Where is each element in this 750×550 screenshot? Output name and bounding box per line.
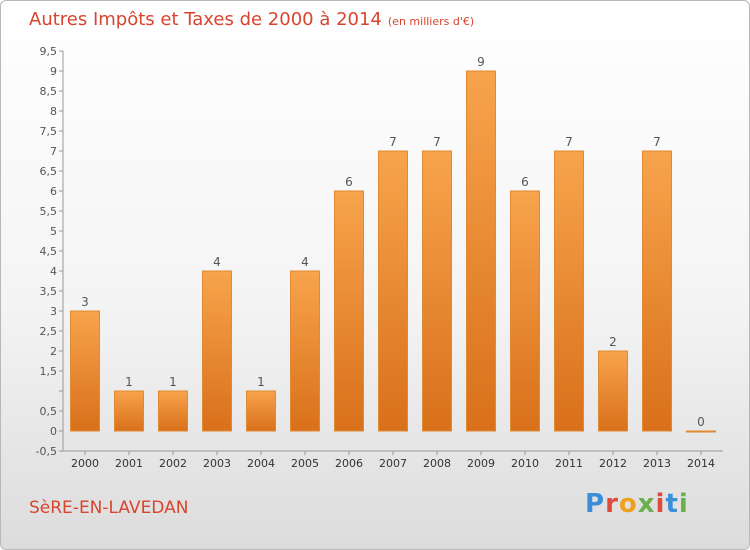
x-tick-label: 2004 bbox=[247, 457, 275, 470]
chart-axes: -0,5 0 0,5 1,5 2 2,5 3 3,5 4 4,5 5 5,5 6 6,5 7 7,5 8 8,5 9… bbox=[36, 45, 723, 470]
y-tick-label: 1,5 bbox=[40, 365, 58, 378]
y-tick-label: 8 bbox=[50, 105, 57, 118]
data-label: 7 bbox=[433, 135, 441, 149]
bar bbox=[422, 150, 452, 432]
commune-name: SèRE-EN-LAVEDAN bbox=[29, 498, 189, 518]
logo-letter: i bbox=[655, 489, 666, 519]
title-unit: (en milliers d'€) bbox=[387, 15, 475, 28]
chart-bars bbox=[70, 70, 716, 433]
bar bbox=[642, 150, 672, 432]
data-label: 7 bbox=[389, 135, 397, 149]
data-label: 6 bbox=[521, 175, 529, 189]
y-tick-label: 5,5 bbox=[40, 205, 58, 218]
x-tick-label: 2009 bbox=[467, 457, 495, 470]
x-tick-label: 2000 bbox=[71, 457, 99, 470]
x-tick-label: 2012 bbox=[599, 457, 627, 470]
bar bbox=[686, 430, 716, 433]
y-tick-label: 9,5 bbox=[40, 45, 58, 58]
bar bbox=[510, 190, 540, 432]
bar bbox=[334, 190, 364, 432]
logo-letter: o bbox=[618, 489, 638, 519]
x-tick-label: 2014 bbox=[687, 457, 715, 470]
y-tick-label: 4,5 bbox=[40, 245, 58, 258]
y-tick-label: -0,5 bbox=[36, 445, 57, 458]
title-text: Autres Impôts et Taxes de 2000 à 2014 bbox=[29, 9, 382, 30]
x-tick-label: 2001 bbox=[115, 457, 143, 470]
x-tick-label: 2010 bbox=[511, 457, 539, 470]
logo-letter: t bbox=[665, 489, 679, 519]
y-tick-label: 8,5 bbox=[40, 85, 58, 98]
y-tick-label: 6 bbox=[50, 185, 57, 198]
logo-letter: P bbox=[585, 489, 606, 519]
bar bbox=[598, 350, 628, 432]
data-label: 1 bbox=[125, 375, 133, 389]
bar bbox=[554, 150, 584, 432]
x-tick-label: 2008 bbox=[423, 457, 451, 470]
data-label: 4 bbox=[213, 255, 221, 269]
chart-title: Autres Impôts et Taxes de 2000 à 2014 (en… bbox=[29, 9, 474, 30]
data-label: 2 bbox=[609, 335, 617, 349]
bar bbox=[70, 310, 100, 432]
data-label: 0 bbox=[697, 415, 705, 429]
data-label: 7 bbox=[565, 135, 573, 149]
data-label: 6 bbox=[345, 175, 353, 189]
y-tick-label: 3 bbox=[50, 305, 57, 318]
data-label: 3 bbox=[81, 295, 89, 309]
x-tick-label: 2007 bbox=[379, 457, 407, 470]
logo-letter: r bbox=[605, 489, 619, 519]
data-label: 9 bbox=[477, 55, 485, 69]
x-tick-label: 2005 bbox=[291, 457, 319, 470]
y-tick-label: 9 bbox=[50, 65, 57, 78]
y-tick-label: 5 bbox=[50, 225, 57, 238]
y-tick-label: 0 bbox=[50, 425, 57, 438]
x-tick-label: 2006 bbox=[335, 457, 363, 470]
bar bbox=[246, 390, 276, 432]
y-tick-label: 7,5 bbox=[40, 125, 58, 138]
data-label: 1 bbox=[169, 375, 177, 389]
bar bbox=[378, 150, 408, 432]
y-tick-label: 3,5 bbox=[40, 285, 58, 298]
data-label: 4 bbox=[301, 255, 309, 269]
logo-letter: i bbox=[678, 489, 689, 519]
bar bbox=[202, 270, 232, 432]
x-tick-label: 2003 bbox=[203, 457, 231, 470]
y-tick-label: 4 bbox=[50, 265, 57, 278]
data-label: 7 bbox=[653, 135, 661, 149]
x-tick-label: 2013 bbox=[643, 457, 671, 470]
logo-letter: x bbox=[637, 489, 656, 519]
data-label: 1 bbox=[257, 375, 265, 389]
y-tick-label: 6,5 bbox=[40, 165, 58, 178]
bar bbox=[290, 270, 320, 432]
bar bbox=[114, 390, 144, 432]
y-tick-label: 0,5 bbox=[40, 405, 58, 418]
chart-data-labels: 3 1 1 4 1 4 6 7 7 9 6 7 2 7 0 bbox=[81, 55, 705, 429]
x-tick-label: 2011 bbox=[555, 457, 583, 470]
bar bbox=[158, 390, 188, 432]
y-tick-label: 2 bbox=[50, 345, 57, 358]
bar bbox=[466, 70, 496, 432]
x-tick-label: 2002 bbox=[159, 457, 187, 470]
y-tick-label: 2,5 bbox=[40, 325, 58, 338]
y-tick-label: 7 bbox=[50, 145, 57, 158]
proxiti-logo: Proxiti bbox=[585, 489, 689, 519]
